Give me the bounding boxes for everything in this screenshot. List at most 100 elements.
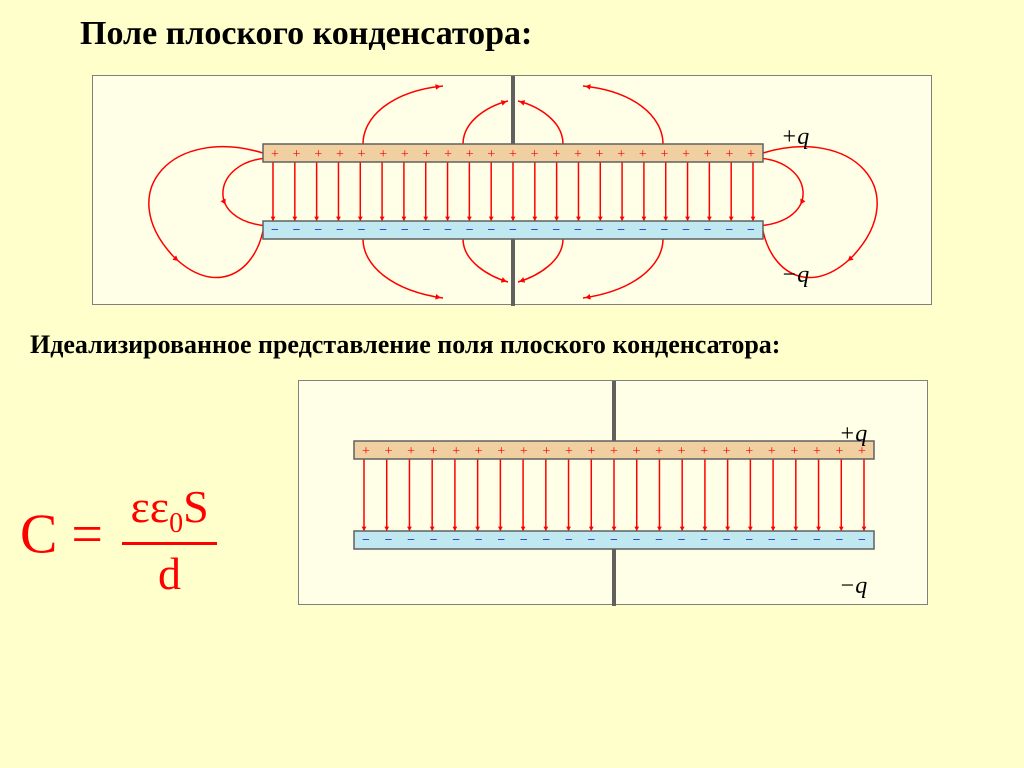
svg-text:+: + bbox=[661, 147, 669, 162]
capacitance-formula: C = εε0S d bbox=[20, 480, 217, 600]
svg-text:+: + bbox=[542, 444, 550, 459]
svg-text:+: + bbox=[639, 147, 647, 162]
svg-text:−: − bbox=[271, 223, 279, 238]
svg-text:+: + bbox=[655, 444, 663, 459]
formula-lhs: C = bbox=[20, 503, 103, 565]
svg-text:−: − bbox=[407, 533, 415, 548]
svg-text:+: + bbox=[336, 147, 344, 162]
svg-text:+: + bbox=[314, 147, 322, 162]
svg-text:+: + bbox=[678, 444, 686, 459]
svg-text:−: − bbox=[617, 223, 625, 238]
svg-text:−: − bbox=[633, 533, 641, 548]
svg-text:−: − bbox=[362, 533, 370, 548]
svg-text:−: − bbox=[574, 223, 582, 238]
svg-text:+: + bbox=[682, 147, 690, 162]
svg-text:−: − bbox=[552, 223, 560, 238]
svg-text:−: − bbox=[588, 533, 596, 548]
svg-text:+: + bbox=[531, 147, 539, 162]
svg-text:+: + bbox=[466, 147, 474, 162]
svg-text:+: + bbox=[633, 444, 641, 459]
svg-text:+: + bbox=[790, 444, 798, 459]
svg-text:−: − bbox=[678, 533, 686, 548]
svg-text:+: + bbox=[596, 147, 604, 162]
svg-text:−: − bbox=[430, 533, 438, 548]
svg-text:−: − bbox=[423, 223, 431, 238]
svg-text:+: + bbox=[520, 444, 528, 459]
svg-text:−: − bbox=[704, 223, 712, 238]
svg-text:+: + bbox=[271, 147, 279, 162]
svg-text:+: + bbox=[430, 444, 438, 459]
svg-text:+: + bbox=[487, 147, 495, 162]
svg-text:+: + bbox=[358, 147, 366, 162]
label-plus-q-1: +q bbox=[781, 124, 809, 151]
svg-text:−: − bbox=[610, 533, 618, 548]
svg-text:+: + bbox=[588, 444, 596, 459]
svg-text:+: + bbox=[423, 147, 431, 162]
svg-text:−: − bbox=[358, 223, 366, 238]
svg-text:+: + bbox=[552, 147, 560, 162]
svg-text:+: + bbox=[704, 147, 712, 162]
svg-text:−: − bbox=[336, 223, 344, 238]
svg-text:−: − bbox=[531, 223, 539, 238]
svg-text:+: + bbox=[401, 147, 409, 162]
svg-text:+: + bbox=[497, 444, 505, 459]
svg-text:+: + bbox=[475, 444, 483, 459]
svg-text:−: − bbox=[858, 533, 866, 548]
svg-text:+: + bbox=[574, 147, 582, 162]
svg-text:+: + bbox=[700, 444, 708, 459]
svg-text:−: − bbox=[385, 533, 393, 548]
svg-text:+: + bbox=[725, 147, 733, 162]
svg-text:−: − bbox=[813, 533, 821, 548]
svg-text:−: − bbox=[487, 223, 495, 238]
diagram2-svg: + − + − + − + − + − + − + − + − + − + − + − + − + − + − + − + − + − + − + − + −… bbox=[299, 381, 929, 606]
svg-text:−: − bbox=[520, 533, 528, 548]
svg-text:−: − bbox=[497, 533, 505, 548]
svg-text:−: − bbox=[655, 533, 663, 548]
svg-text:−: − bbox=[509, 223, 517, 238]
svg-text:−: − bbox=[682, 223, 690, 238]
svg-text:−: − bbox=[725, 223, 733, 238]
svg-text:−: − bbox=[542, 533, 550, 548]
svg-text:−: − bbox=[452, 533, 460, 548]
svg-text:−: − bbox=[747, 223, 755, 238]
subtitle: Идеализированное представление поля плос… bbox=[30, 330, 780, 360]
formula-numerator: εε0S bbox=[122, 480, 216, 545]
svg-text:+: + bbox=[385, 444, 393, 459]
svg-text:+: + bbox=[379, 147, 387, 162]
svg-text:+: + bbox=[509, 147, 517, 162]
label-minus-q-1: −q bbox=[781, 262, 809, 289]
svg-text:−: − bbox=[768, 533, 776, 548]
svg-text:+: + bbox=[610, 444, 618, 459]
svg-text:+: + bbox=[407, 444, 415, 459]
svg-text:−: − bbox=[466, 223, 474, 238]
diagram-ideal-field: + − + − + − + − + − + − + − + − + − + − + − + − + − + − + − + − + − + − + − + −… bbox=[298, 380, 928, 605]
label-minus-q-2: −q bbox=[839, 573, 867, 600]
svg-text:−: − bbox=[661, 223, 669, 238]
svg-text:−: − bbox=[836, 533, 844, 548]
svg-text:−: − bbox=[565, 533, 573, 548]
svg-text:+: + bbox=[747, 147, 755, 162]
svg-text:−: − bbox=[314, 223, 322, 238]
svg-text:−: − bbox=[596, 223, 604, 238]
svg-text:+: + bbox=[444, 147, 452, 162]
svg-text:−: − bbox=[379, 223, 387, 238]
svg-text:−: − bbox=[293, 223, 301, 238]
formula-fraction: εε0S d bbox=[122, 480, 216, 600]
svg-text:+: + bbox=[565, 444, 573, 459]
svg-text:−: − bbox=[790, 533, 798, 548]
svg-text:−: − bbox=[475, 533, 483, 548]
svg-text:−: − bbox=[639, 223, 647, 238]
svg-text:+: + bbox=[768, 444, 776, 459]
svg-text:+: + bbox=[723, 444, 731, 459]
diagram-real-field: + − + − + − + − + − + − + − + − + − + − + − + − + − + − + − + − + − + − + − + −… bbox=[92, 75, 932, 305]
svg-text:−: − bbox=[401, 223, 409, 238]
svg-text:−: − bbox=[700, 533, 708, 548]
svg-text:−: − bbox=[723, 533, 731, 548]
formula-denominator: d bbox=[122, 545, 216, 600]
svg-text:+: + bbox=[745, 444, 753, 459]
svg-text:−: − bbox=[444, 223, 452, 238]
page-title: Поле плоского конденсатора: bbox=[80, 15, 532, 53]
svg-text:+: + bbox=[617, 147, 625, 162]
svg-text:+: + bbox=[362, 444, 370, 459]
svg-text:+: + bbox=[813, 444, 821, 459]
